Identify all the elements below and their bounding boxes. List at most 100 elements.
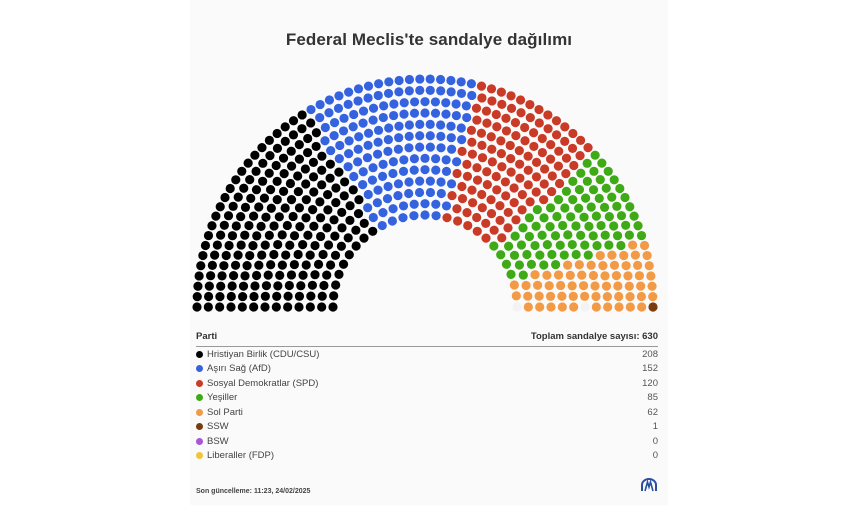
seat-dot: [646, 271, 656, 281]
seat-dot: [542, 240, 552, 250]
seat-dot: [487, 157, 497, 167]
seat-dot: [228, 271, 239, 281]
seat-dot: [497, 162, 507, 172]
seat-dot: [431, 199, 441, 209]
seat-dot: [231, 221, 241, 231]
seat-dot: [425, 119, 435, 130]
seat-dot: [237, 302, 247, 312]
seat-dot: [257, 143, 267, 153]
seat-dot: [399, 155, 409, 165]
party-name: Liberaller (FDP): [207, 450, 275, 462]
seat-dot: [259, 193, 270, 203]
seat-dot: [219, 220, 229, 230]
seat-dot: [467, 185, 477, 195]
legend-header: Parti Toplam sandalye sayısı: 630: [196, 331, 658, 347]
seat-dot: [344, 136, 354, 146]
seat-dot: [293, 186, 303, 197]
seat-dot: [415, 85, 425, 95]
seat-dot: [288, 130, 299, 140]
seat-dot: [398, 166, 409, 176]
seat-dot: [446, 179, 457, 189]
seat-dot: [329, 291, 339, 301]
seat-dot: [501, 259, 512, 269]
seat-dot: [203, 302, 213, 312]
seat-dot: [362, 153, 373, 163]
seat-dot: [285, 178, 296, 189]
legend-row: Yeşiller 85: [196, 391, 658, 406]
seat-dot: [294, 203, 305, 213]
seat-dot: [245, 175, 255, 185]
seat-dot: [226, 291, 236, 302]
seat-dot: [374, 79, 384, 89]
seat-dot: [309, 221, 319, 231]
seat-dot: [446, 121, 456, 131]
party-name: Hristiyan Birlik (CDU/CSU): [207, 348, 320, 360]
seat-dot: [284, 280, 294, 291]
seat-dot: [415, 131, 425, 141]
seat-dot: [329, 215, 339, 225]
seat-dot: [559, 250, 569, 260]
seat-dot: [456, 88, 467, 99]
party-color-dot-icon: [196, 408, 203, 416]
seat-dot: [249, 291, 259, 302]
seat-dot: [574, 203, 584, 213]
legend-row: Liberaller (FDP) 0: [196, 449, 658, 464]
seat-dot: [368, 212, 378, 223]
seat-dot: [339, 191, 349, 201]
seat-dot: [512, 302, 522, 312]
seat-dot: [525, 99, 535, 110]
seat-dot: [409, 199, 419, 209]
seat-dot: [452, 157, 462, 167]
seat-dot: [228, 201, 238, 211]
seat-dot: [545, 222, 555, 232]
seat-dot: [223, 211, 234, 221]
seat-dot: [589, 166, 599, 176]
seat-dot: [404, 74, 415, 85]
party-name: Sol Parti: [207, 406, 243, 418]
seat-dot: [441, 109, 451, 119]
seat-dot: [526, 259, 537, 269]
seat-dot: [261, 212, 271, 222]
seat-dot: [280, 122, 290, 132]
seat-dot: [227, 231, 238, 241]
seat-dot: [613, 281, 623, 291]
party-name: Yeşiller: [207, 392, 238, 404]
seat-dot: [219, 261, 229, 271]
seat-dot: [239, 183, 249, 193]
seat-dot: [306, 118, 316, 128]
seat-dot: [551, 116, 562, 126]
seat-dot: [481, 106, 492, 116]
aa-logo-icon: [641, 478, 657, 492]
seat-dot: [567, 239, 577, 250]
seat-dot: [544, 281, 554, 291]
seat-dot: [603, 302, 613, 312]
seat-dot: [337, 207, 347, 218]
seat-dot: [609, 260, 620, 270]
seat-dot: [269, 249, 279, 260]
seat-dot: [378, 159, 388, 169]
seat-dot: [522, 249, 532, 260]
seat-dot: [534, 104, 544, 115]
seat-dot: [496, 87, 506, 97]
seat-dot: [307, 280, 318, 290]
seat-dot: [571, 249, 581, 260]
seat-dot: [509, 197, 519, 208]
seat-dot: [264, 135, 274, 145]
seat-dot: [294, 154, 305, 164]
seat-dot: [383, 88, 394, 99]
seat-dot: [592, 241, 602, 251]
seat-dot: [442, 213, 452, 223]
seat-dot: [398, 201, 409, 211]
seat-dot: [595, 250, 605, 261]
seat-dot: [466, 125, 477, 135]
seat-dot: [358, 106, 369, 116]
seat-dot: [309, 187, 319, 197]
legend-row: Sosyal Demokratlar (SPD) 120: [196, 376, 658, 391]
seat-dot: [477, 203, 487, 213]
seat-dot: [504, 241, 514, 251]
seat-dot: [551, 259, 561, 270]
seat-dot: [305, 302, 315, 312]
seat-dot: [620, 192, 630, 203]
seat-dot: [404, 188, 414, 199]
seat-dot: [462, 208, 472, 218]
